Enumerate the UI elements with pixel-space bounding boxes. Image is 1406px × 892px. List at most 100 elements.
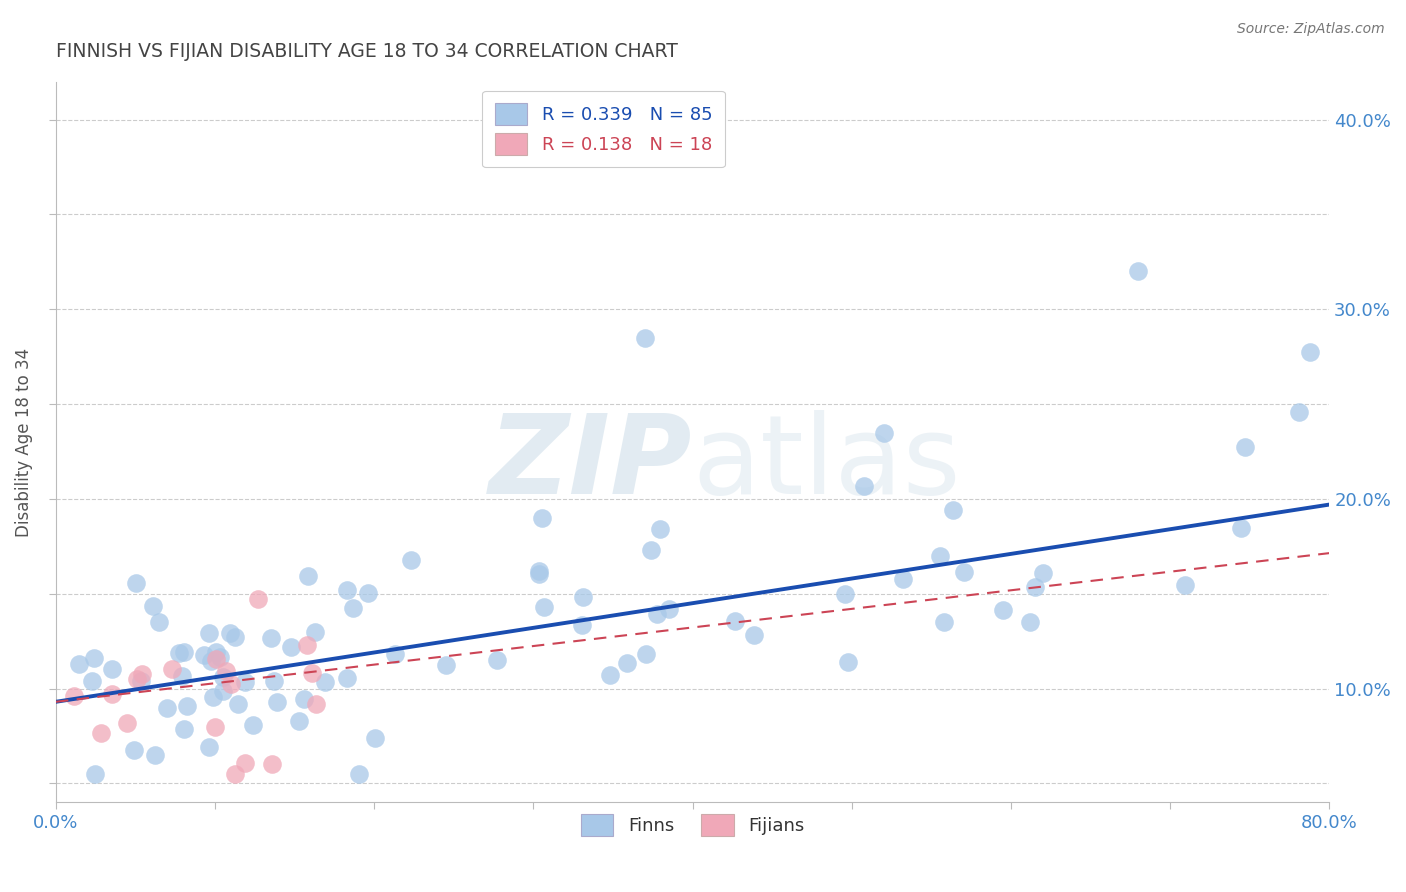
Point — [197, 740, 219, 755]
Point — [224, 767, 246, 781]
Point — [336, 671, 359, 685]
Point — [305, 697, 328, 711]
Point — [572, 591, 595, 605]
Point — [336, 582, 359, 597]
Point — [634, 331, 657, 345]
Point — [131, 673, 153, 688]
Point — [202, 690, 225, 705]
Point — [142, 599, 165, 614]
Point — [295, 638, 318, 652]
Point — [347, 767, 370, 781]
Y-axis label: Disability Age 18 to 34: Disability Age 18 to 34 — [15, 348, 32, 537]
Point — [233, 756, 256, 770]
Point — [891, 572, 914, 586]
Point — [1299, 345, 1322, 359]
Point — [280, 640, 302, 654]
Point — [193, 648, 215, 663]
Point — [90, 725, 112, 739]
Point — [219, 677, 242, 691]
Point — [356, 585, 378, 599]
Point — [173, 723, 195, 737]
Point — [1174, 578, 1197, 592]
Point — [1233, 440, 1256, 454]
Point — [259, 631, 281, 645]
Point — [212, 684, 235, 698]
Point — [531, 511, 554, 525]
Point — [266, 695, 288, 709]
Point — [204, 720, 226, 734]
Point — [173, 645, 195, 659]
Point — [527, 567, 550, 582]
Point — [297, 569, 319, 583]
Point — [156, 701, 179, 715]
Point — [122, 743, 145, 757]
Point — [212, 670, 235, 684]
Point — [744, 628, 766, 642]
Point — [952, 565, 974, 579]
Point — [434, 658, 457, 673]
Point — [724, 615, 747, 629]
Point — [399, 552, 422, 566]
Point — [634, 647, 657, 661]
Point — [533, 599, 555, 614]
Point — [292, 692, 315, 706]
Point — [1288, 404, 1310, 418]
Point — [226, 698, 249, 712]
Legend: Finns, Fijians: Finns, Fijians — [574, 807, 811, 844]
Point — [100, 687, 122, 701]
Point — [928, 549, 950, 563]
Point — [1230, 521, 1253, 535]
Point — [599, 668, 621, 682]
Point — [301, 665, 323, 680]
Text: FINNISH VS FIJIAN DISABILITY AGE 18 TO 34 CORRELATION CHART: FINNISH VS FIJIAN DISABILITY AGE 18 TO 3… — [56, 42, 678, 61]
Point — [172, 669, 194, 683]
Point — [263, 674, 285, 689]
Point — [384, 647, 406, 661]
Point — [529, 564, 551, 578]
Point — [176, 698, 198, 713]
Point — [853, 479, 876, 493]
Point — [125, 576, 148, 591]
Point — [204, 652, 226, 666]
Point — [837, 655, 859, 669]
Point — [127, 672, 149, 686]
Point — [1024, 580, 1046, 594]
Point — [63, 689, 86, 703]
Point — [148, 615, 170, 630]
Point — [246, 592, 269, 607]
Point — [101, 662, 124, 676]
Point — [872, 425, 894, 440]
Point — [67, 657, 90, 672]
Text: ZIP: ZIP — [489, 410, 693, 517]
Point — [262, 757, 284, 772]
Point — [486, 652, 509, 666]
Point — [571, 617, 593, 632]
Point — [287, 714, 309, 729]
Text: atlas: atlas — [693, 410, 962, 517]
Point — [224, 630, 246, 644]
Point — [219, 626, 242, 640]
Point — [1019, 615, 1042, 629]
Point — [993, 603, 1015, 617]
Text: Source: ZipAtlas.com: Source: ZipAtlas.com — [1237, 22, 1385, 37]
Point — [364, 731, 387, 746]
Point — [209, 649, 232, 664]
Point — [160, 662, 183, 676]
Point — [934, 615, 956, 630]
Point — [834, 587, 856, 601]
Point — [167, 646, 190, 660]
Point — [1128, 264, 1150, 278]
Point — [115, 715, 138, 730]
Point — [233, 674, 256, 689]
Point — [242, 718, 264, 732]
Point — [200, 655, 222, 669]
Point — [645, 607, 668, 621]
Point — [131, 667, 153, 681]
Point — [942, 503, 965, 517]
Point — [205, 645, 228, 659]
Point — [84, 767, 107, 781]
Point — [304, 625, 326, 640]
Point — [616, 656, 638, 670]
Point — [342, 600, 364, 615]
Point — [80, 674, 103, 689]
